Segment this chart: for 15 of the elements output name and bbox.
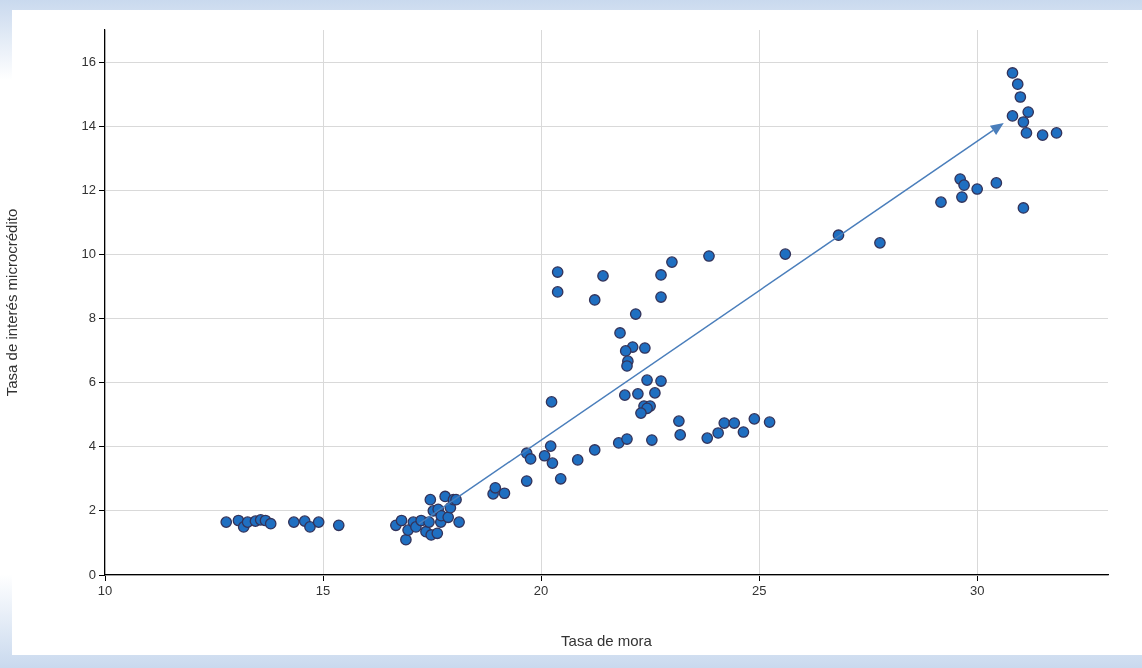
- y-tick-label: 10: [81, 245, 96, 261]
- y-tick-label: 0: [88, 566, 96, 582]
- y-tick-label: 8: [88, 310, 96, 326]
- y-tick-label: 2: [88, 502, 96, 518]
- y-tick-label: 4: [88, 438, 96, 454]
- x-tick-label: 25: [751, 583, 767, 599]
- x-axis-title: Tasa de mora: [561, 632, 653, 650]
- x-tick-label: 15: [315, 583, 331, 599]
- x-tick-label: 20: [533, 583, 549, 599]
- y-tick-label: 6: [88, 374, 96, 390]
- y-tick-label: 16: [81, 53, 96, 69]
- y-tick-label: 14: [81, 117, 96, 133]
- y-tick-label: 12: [81, 181, 96, 197]
- x-tick-label: 30: [969, 583, 985, 599]
- y-axis-title: Tasa de interés microcrédito: [3, 208, 21, 397]
